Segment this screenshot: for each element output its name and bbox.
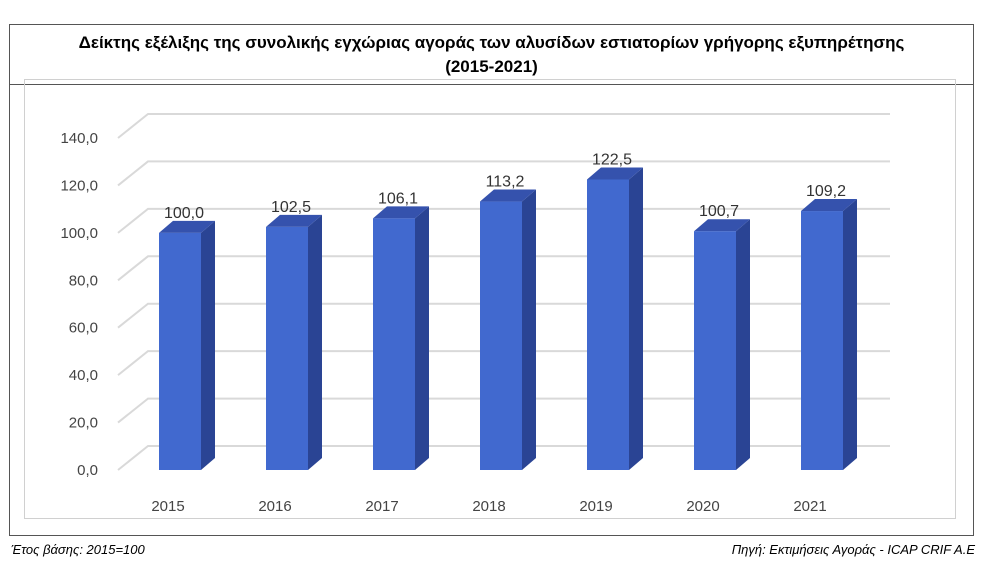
y-tick-label: 60,0 (69, 320, 98, 337)
bar (801, 211, 843, 471)
bar-side (308, 214, 322, 470)
x-tick-label: 2016 (258, 498, 291, 515)
bar-side (736, 219, 750, 470)
chart-title-line-2: (2015-2021) (445, 56, 538, 76)
data-label: 100,7 (699, 203, 739, 220)
data-label: 109,2 (806, 183, 846, 200)
bar-side (201, 220, 215, 470)
gridline (117, 160, 890, 187)
y-tick-label: 120,0 (60, 177, 98, 194)
bar-side (843, 199, 857, 471)
bar-top (266, 214, 322, 227)
chart-title-box: Δείκτης εξέλιξης της συνολικής εγχώριας … (10, 25, 973, 85)
bar-top (373, 206, 429, 219)
bar-top (587, 167, 643, 180)
x-tick-label: 2017 (365, 498, 398, 515)
bar (266, 226, 308, 470)
bar-top (159, 220, 215, 233)
data-label: 122,5 (592, 152, 632, 169)
gridline (117, 113, 890, 139)
bar-top (801, 199, 857, 212)
data-label: 113,2 (486, 174, 525, 191)
data-label: 102,5 (271, 199, 311, 216)
bar-top (694, 219, 750, 232)
plot-area-frame (24, 79, 956, 519)
x-tick-label: 2020 (686, 498, 719, 515)
y-tick-label: 20,0 (69, 415, 98, 432)
bar (373, 218, 415, 470)
y-tick-label: 40,0 (69, 367, 98, 384)
data-label: 106,1 (378, 190, 418, 207)
x-tick-label: 2021 (793, 498, 826, 515)
y-tick-label: 80,0 (69, 272, 98, 289)
x-tick-label: 2015 (151, 498, 184, 515)
y-tick-label: 100,0 (60, 225, 98, 242)
x-tick-label: 2019 (579, 498, 612, 515)
footer-source-note: Πηγή: Εκτιμήσεις Αγοράς - ICAP CRIF A.E (731, 542, 975, 557)
y-tick-label: 140,0 (60, 130, 98, 147)
bar-side (522, 189, 536, 470)
data-label: 100,0 (164, 205, 204, 222)
bar-top (480, 189, 536, 202)
chart-title-line-1: Δείκτης εξέλιξης της συνολικής εγχώριας … (78, 32, 905, 52)
y-tick-label: 0,0 (77, 462, 98, 479)
footer-base-year-note: Έτος βάσης: 2015=100 (11, 542, 145, 557)
bar (587, 179, 629, 470)
x-tick-label: 2018 (472, 498, 505, 515)
bar (480, 201, 522, 470)
bar-side (629, 167, 643, 470)
bar (694, 231, 736, 470)
bar-side (415, 206, 429, 471)
bar (159, 232, 201, 470)
